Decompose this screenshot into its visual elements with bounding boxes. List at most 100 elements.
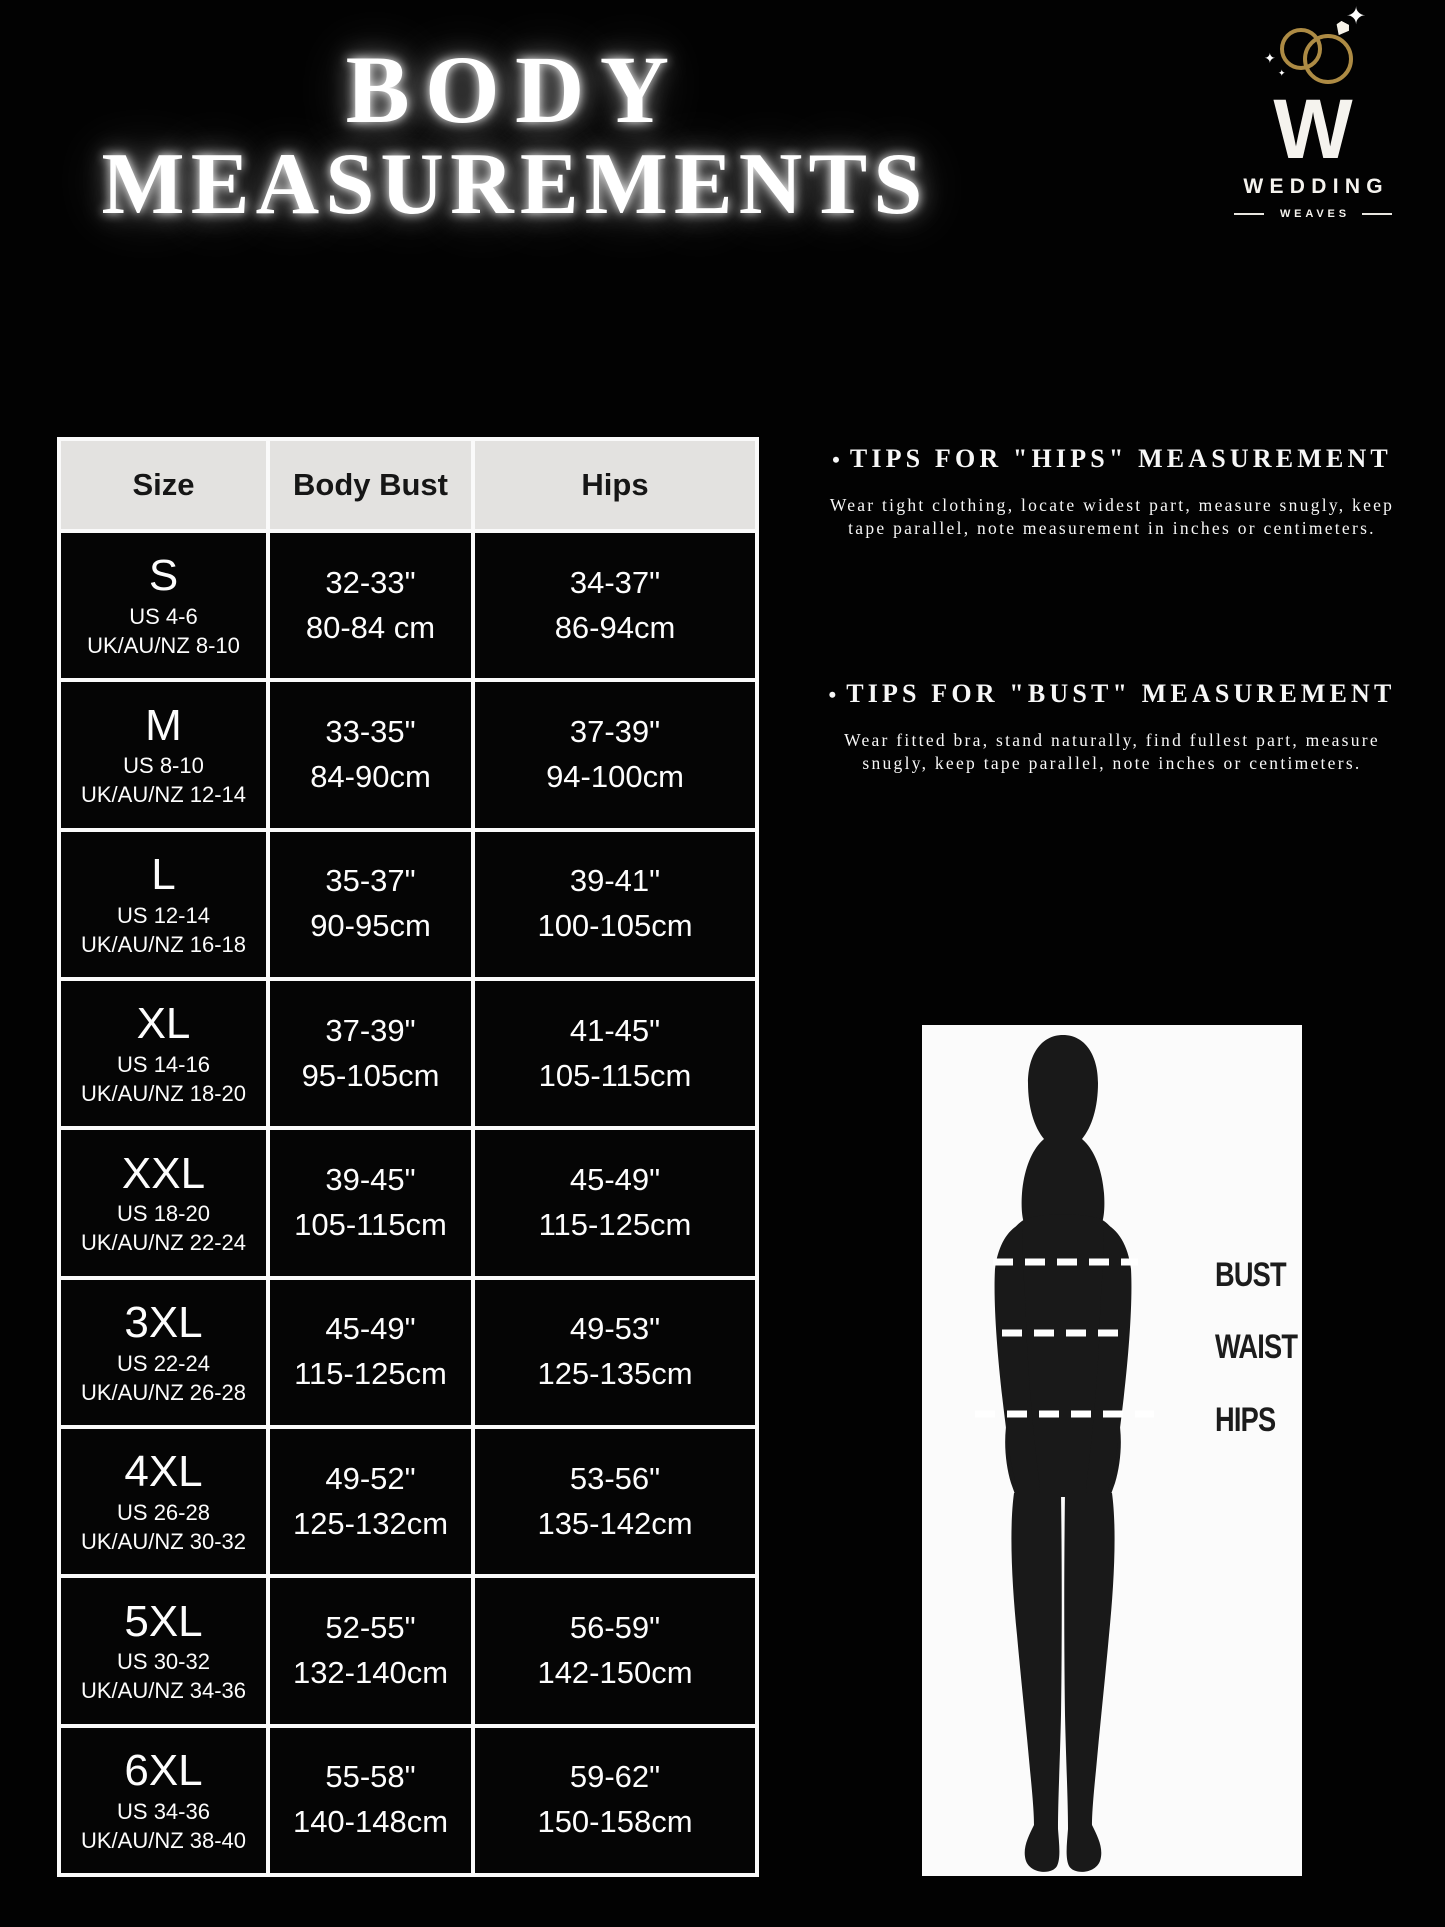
size-label: 4XL (124, 1447, 203, 1497)
tips-bust-heading-text: TIPS FOR "BUST" MEASUREMENT (846, 679, 1396, 708)
table-row-size-cell: XXL US 18-20 UK/AU/NZ 22-24 (61, 1130, 266, 1276)
size-us: US 22-24 (117, 1350, 210, 1376)
hips-cm: 125-135cm (537, 1356, 693, 1392)
size-uk: UK/AU/NZ 12-14 (80, 782, 247, 808)
size-uk: UK/AU/NZ 22-24 (80, 1230, 247, 1256)
table-row-size-cell: XL US 14-16 UK/AU/NZ 18-20 (61, 980, 266, 1127)
divider-line (1234, 212, 1265, 215)
size-label: 6XL (124, 1745, 203, 1795)
table-row-bust-cell: 45-49" 115-125cm (270, 1279, 471, 1425)
hips-label: HIPS (1215, 1401, 1276, 1439)
sparkle-icon: ✦ (1264, 50, 1276, 66)
table-row-bust-cell: 49-52" 125-132cm (270, 1428, 471, 1575)
bust-cm: 125-132cm (292, 1505, 449, 1541)
size-uk: UK/AU/NZ 16-18 (80, 931, 247, 957)
table-row-size-cell: S US 4-6 UK/AU/NZ 8-10 (61, 533, 266, 679)
table-row-bust-cell: 52-55" 132-140cm (270, 1578, 471, 1724)
size-uk: UK/AU/NZ 18-20 (80, 1080, 247, 1106)
ring-icon (1303, 34, 1353, 84)
hips-inches: 39-41" (569, 863, 661, 899)
page-title: BODY MEASUREMENTS (0, 36, 1030, 233)
bullet-icon: • (832, 447, 840, 472)
hips-inches: 45-49" (569, 1162, 661, 1198)
size-us: US 34-36 (117, 1798, 210, 1824)
page-title-line1: BODY (345, 36, 685, 143)
size-label: XL (136, 999, 191, 1049)
size-uk: UK/AU/NZ 30-32 (80, 1528, 247, 1554)
table-row-size-cell: 3XL US 22-24 UK/AU/NZ 26-28 (61, 1279, 266, 1425)
table-row-bust-cell: 37-39" 95-105cm (270, 980, 471, 1127)
table-row-hips-cell: 59-62" 150-158cm (475, 1727, 755, 1873)
size-us: US 12-14 (117, 902, 210, 928)
tips-hips-section: • TIPS FOR "HIPS" MEASUREMENT Wear tight … (780, 444, 1444, 541)
table-row-hips-cell: 49-53" 125-135cm (475, 1279, 755, 1425)
tips-bust-body: Wear fitted bra, stand naturally, find f… (844, 730, 1380, 774)
size-label: L (151, 849, 176, 899)
hips-inches: 56-59" (569, 1610, 661, 1646)
hips-inches: 49-53" (569, 1311, 661, 1347)
tips-bust-section: • TIPS FOR "BUST" MEASUREMENT Wear fitted… (780, 679, 1444, 776)
hips-cm: 105-115cm (538, 1057, 692, 1093)
brand-monogram: W (1273, 82, 1353, 176)
female-silhouette-illustration (975, 1035, 1154, 1872)
size-label: S (148, 551, 179, 601)
bust-cm: 115-125cm (294, 1356, 447, 1392)
brand-subtitle: WEAVES (1218, 208, 1408, 220)
table-row-hips-cell: 39-41" 100-105cm (475, 831, 755, 977)
table-row-size-cell: L US 12-14 UK/AU/NZ 16-18 (61, 831, 266, 977)
brand-subtitle-text: WEAVES (1279, 207, 1350, 220)
bust-inches: 45-49" (325, 1311, 416, 1347)
hips-cm: 100-105cm (537, 908, 693, 944)
table-row-hips-cell: 56-59" 142-150cm (475, 1578, 755, 1724)
body-figure-panel: BUST WAIST HIPS (922, 1025, 1302, 1876)
column-header-body-bust: Body Bust (270, 441, 471, 529)
bullet-icon: • (828, 682, 837, 707)
size-us: US 26-28 (117, 1499, 210, 1525)
bust-inches: 32-33" (325, 564, 416, 600)
size-us: US 14-16 (117, 1051, 210, 1077)
size-chart-table: Size Body Bust Hips S US 4-6 UK/AU/NZ 8-… (57, 437, 759, 1877)
hips-cm: 94-100cm (546, 758, 684, 794)
table-row-bust-cell: 32-33" 80-84 cm (270, 533, 471, 679)
sparkle-icon: ✦ (1278, 68, 1286, 78)
bust-cm: 90-95cm (310, 908, 431, 944)
hips-cm: 86-94cm (554, 609, 676, 645)
table-row-size-cell: 4XL US 26-28 UK/AU/NZ 30-32 (61, 1428, 266, 1575)
size-label: M (145, 700, 182, 750)
divider-line (1361, 212, 1392, 215)
bust-cm: 140-148cm (292, 1804, 449, 1840)
brand-logo: ✦ ✦ ✦ W WEDDING WEAVES (1218, 3, 1408, 220)
bust-inches: 39-45" (325, 1162, 416, 1198)
bust-cm: 105-115cm (294, 1206, 447, 1242)
table-row-bust-cell: 33-35" 84-90cm (270, 682, 471, 828)
column-header-size: Size (61, 441, 266, 529)
size-label: 5XL (124, 1596, 203, 1646)
bust-inches: 37-39" (325, 1012, 416, 1048)
brand-name: WEDDING (1243, 174, 1389, 198)
size-us: US 18-20 (117, 1201, 210, 1227)
size-uk: UK/AU/NZ 34-36 (80, 1678, 247, 1704)
bust-label: BUST (1215, 1256, 1287, 1294)
tips-bust-heading: • TIPS FOR "BUST" MEASUREMENT (780, 679, 1444, 709)
hips-cm: 135-142cm (537, 1505, 693, 1541)
hips-inches: 59-62" (569, 1759, 661, 1795)
hips-inches: 41-45" (569, 1012, 661, 1048)
size-uk: UK/AU/NZ 38-40 (80, 1827, 247, 1853)
table-row-hips-cell: 41-45" 105-115cm (475, 980, 755, 1127)
tips-hips-heading-text: TIPS FOR "HIPS" MEASUREMENT (849, 444, 1392, 473)
wedding-rings-icon: ✦ ✦ ✦ (1218, 3, 1408, 92)
hips-cm: 142-150cm (537, 1654, 693, 1690)
table-row-hips-cell: 53-56" 135-142cm (475, 1428, 755, 1575)
size-us: US 30-32 (117, 1649, 210, 1675)
table-row-hips-cell: 45-49" 115-125cm (475, 1130, 755, 1276)
table-row-bust-cell: 39-45" 105-115cm (270, 1130, 471, 1276)
size-uk: UK/AU/NZ 26-28 (80, 1379, 247, 1405)
bust-cm: 132-140cm (292, 1654, 449, 1690)
table-row-hips-cell: 34-37" 86-94cm (475, 533, 755, 679)
bust-cm: 80-84 cm (305, 609, 436, 645)
table-row-bust-cell: 55-58" 140-148cm (270, 1727, 471, 1873)
waist-label: WAIST (1215, 1328, 1298, 1366)
bust-cm: 84-90cm (310, 758, 431, 794)
page-title-line2: MEASUREMENTS (101, 135, 929, 233)
table-row-size-cell: 6XL US 34-36 UK/AU/NZ 38-40 (61, 1727, 266, 1873)
